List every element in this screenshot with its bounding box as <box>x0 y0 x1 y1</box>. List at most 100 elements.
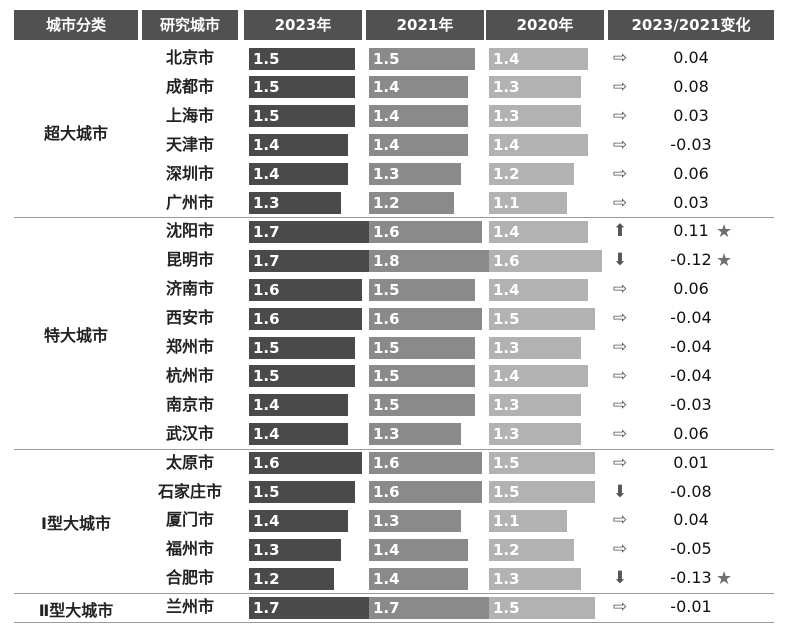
bar-label-y2023: 1.4 <box>253 425 280 444</box>
change-value: 0.06 <box>673 279 709 299</box>
bar-label-y2020: 1.4 <box>493 280 520 299</box>
change-value: -0.08 <box>670 481 712 501</box>
city-name: 兰州市 <box>165 597 214 617</box>
bar-y2021 <box>369 278 475 301</box>
change-value: 0.03 <box>673 192 709 212</box>
bar-label-y2021: 1.3 <box>373 165 400 184</box>
bar-label-y2020: 1.5 <box>493 454 520 473</box>
bar-label-y2021: 1.6 <box>373 222 400 241</box>
bar-y2023 <box>249 336 355 359</box>
bar-y2021 <box>369 134 468 157</box>
trend-flat-icon: ⇨ <box>612 452 628 473</box>
trend-flat-icon: ⇨ <box>612 597 628 618</box>
city-name: 南京市 <box>165 394 214 414</box>
bar-y2021 <box>369 47 475 70</box>
star-icon: ★ <box>716 250 733 272</box>
bar-y2023 <box>249 394 348 417</box>
bar-label-y2020: 1.4 <box>493 49 520 68</box>
bar-label-y2023: 1.5 <box>253 107 280 126</box>
bar-label-y2021: 1.4 <box>373 540 400 559</box>
bar-label-y2023: 1.5 <box>253 338 280 357</box>
city-name: 沈阳市 <box>165 221 214 241</box>
bar-y2020 <box>489 192 567 214</box>
bar-label-y2021: 1.6 <box>373 454 400 473</box>
change-value: -0.01 <box>670 597 712 617</box>
bar-y2021 <box>369 163 461 186</box>
group-label: 特大城市 <box>43 326 108 345</box>
star-icon: ★ <box>716 221 733 243</box>
bar-y2020 <box>489 134 588 157</box>
bar-y2023 <box>249 47 355 70</box>
bar-y2023 <box>249 365 355 388</box>
bar-label-y2020: 1.6 <box>493 251 520 270</box>
bar-label-y2020: 1.5 <box>493 309 520 328</box>
bar-label-y2023: 1.4 <box>253 396 280 415</box>
bar-y2023 <box>249 509 348 532</box>
bar-y2021 <box>369 307 482 330</box>
bar-y2020 <box>489 307 595 330</box>
bar-label-y2020: 1.5 <box>493 483 520 501</box>
city-name: 深圳市 <box>165 163 214 183</box>
city-name: 天津市 <box>165 134 214 154</box>
header-cell-2: 2023年 <box>244 10 362 40</box>
bar-label-y2020: 1.3 <box>493 107 520 126</box>
trend-flat-icon: ⇨ <box>612 163 628 184</box>
city-name: 北京市 <box>165 48 214 67</box>
trend-flat-icon: ⇨ <box>612 510 628 531</box>
trend-flat-icon: ⇨ <box>612 308 628 329</box>
bar-label-y2021: 1.4 <box>373 569 400 588</box>
change-value: 0.04 <box>673 48 709 67</box>
city-name: 成都市 <box>165 76 214 96</box>
header-cell-4: 2020年 <box>486 10 604 40</box>
city-name: 合肥市 <box>165 568 214 588</box>
trend-flat-icon: ⇨ <box>612 539 628 560</box>
bar-y2020 <box>489 452 595 475</box>
city-name: 郑州市 <box>165 337 214 356</box>
bar-y2021 <box>369 105 468 128</box>
change-value: 0.08 <box>673 76 709 96</box>
bar-y2023 <box>249 452 362 475</box>
city-name: 太原市 <box>165 452 214 472</box>
trend-flat-icon: ⇨ <box>612 192 628 213</box>
trend-down-icon: ⬇ <box>612 568 628 589</box>
trend-up-icon: ⬆ <box>612 221 628 242</box>
bar-y2020 <box>489 105 581 128</box>
bar-y2023 <box>249 192 341 214</box>
bar-label-y2020: 1.3 <box>493 569 520 588</box>
bar-y2023 <box>249 538 341 561</box>
bar-label-y2021: 1.5 <box>373 280 400 299</box>
bar-y2020 <box>489 76 581 99</box>
bar-label-y2021: 1.4 <box>373 136 400 155</box>
bar-label-y2023: 1.7 <box>253 598 280 617</box>
bar-y2021 <box>369 509 461 532</box>
bar-label-y2023: 1.7 <box>253 251 280 270</box>
bar-label-y2023: 1.4 <box>253 165 280 184</box>
group-label: Ⅱ型大城市 <box>38 600 114 620</box>
city-name: 武汉市 <box>165 423 214 443</box>
bar-label-y2023: 1.5 <box>253 483 280 501</box>
bar-y2020 <box>489 394 581 417</box>
group-label: Ⅰ型大城市 <box>41 513 111 533</box>
bar-y2021 <box>369 452 482 475</box>
bar-label-y2023: 1.5 <box>253 367 280 386</box>
bar-y2023 <box>249 105 355 128</box>
group-separator <box>14 217 774 219</box>
bar-y2020 <box>489 567 581 590</box>
change-value: 0.11 <box>673 221 709 241</box>
change-value: 0.06 <box>673 423 709 443</box>
bar-label-y2023: 1.5 <box>253 49 280 68</box>
bar-label-y2021: 1.6 <box>373 483 400 501</box>
bar-label-y2021: 1.5 <box>373 49 400 68</box>
bar-label-y2023: 1.5 <box>253 78 280 97</box>
change-value: 0.04 <box>673 510 709 530</box>
change-value: -0.12 <box>670 250 712 270</box>
bar-y2020 <box>489 481 595 503</box>
bar-label-y2021: 1.4 <box>373 107 400 126</box>
change-value: -0.13 <box>670 568 712 588</box>
bar-y2021 <box>369 394 475 417</box>
bar-y2020 <box>489 220 588 243</box>
trend-down-icon: ⬇ <box>612 250 628 271</box>
bar-label-y2023: 1.4 <box>253 136 280 155</box>
bar-label-y2021: 1.5 <box>373 338 400 357</box>
bar-y2020 <box>489 163 574 186</box>
